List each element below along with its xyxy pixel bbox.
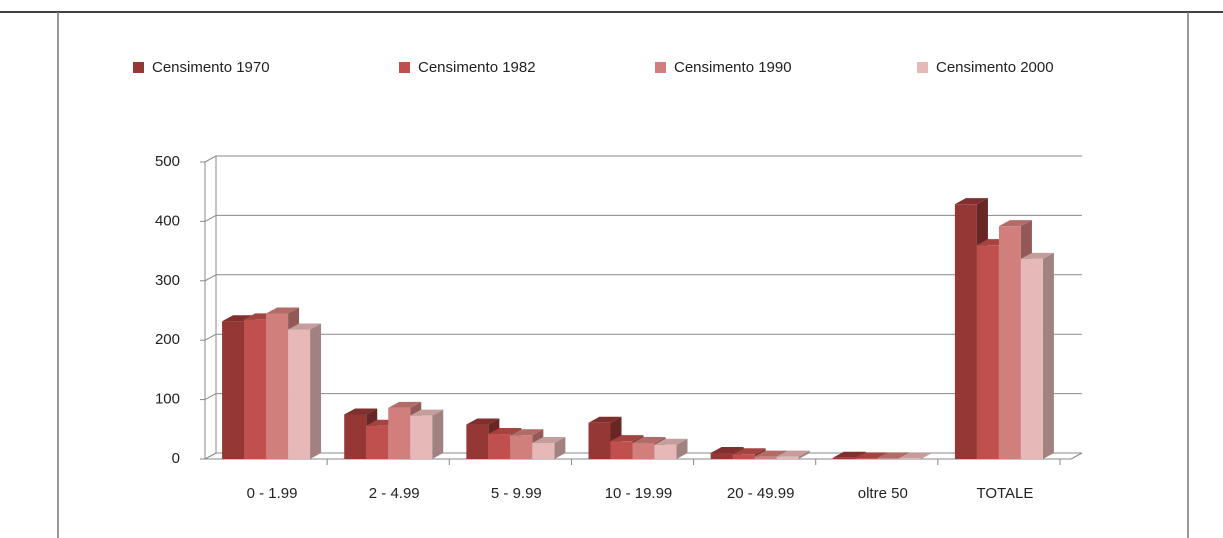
legend-label: Censimento 1982 bbox=[418, 59, 536, 76]
x-tick-label: 2 - 4.99 bbox=[369, 485, 420, 502]
floor-side bbox=[1070, 452, 1083, 460]
y-tick-label: 0 bbox=[172, 450, 180, 467]
bar bbox=[1020, 252, 1054, 459]
grid-line bbox=[204, 274, 217, 282]
bar bbox=[410, 409, 444, 459]
grid-line bbox=[204, 333, 217, 341]
y-tick-label: 500 bbox=[155, 153, 180, 170]
bar bbox=[776, 450, 810, 459]
x-tick-label: 0 - 1.99 bbox=[247, 485, 298, 502]
legend-label: Censimento 2000 bbox=[936, 59, 1054, 76]
legend-swatch bbox=[917, 62, 928, 73]
legend-swatch bbox=[133, 62, 144, 73]
x-tick-label: 20 - 49.99 bbox=[727, 485, 795, 502]
y-tick-label: 300 bbox=[155, 272, 180, 289]
bar bbox=[288, 323, 322, 459]
bar bbox=[532, 436, 566, 459]
grid-line bbox=[204, 214, 217, 222]
legend-swatch bbox=[655, 62, 666, 73]
legend-label: Censimento 1970 bbox=[152, 59, 270, 76]
legend-swatch bbox=[399, 62, 410, 73]
y-tick-label: 400 bbox=[155, 212, 180, 229]
grid-line bbox=[204, 452, 217, 460]
y-tick-label: 200 bbox=[155, 331, 180, 348]
x-tick-label: 5 - 9.99 bbox=[491, 485, 542, 502]
x-tick-label: TOTALE bbox=[976, 485, 1033, 502]
y-tick-label: 100 bbox=[155, 391, 180, 408]
x-tick-label: 10 - 19.99 bbox=[605, 485, 673, 502]
grid-line bbox=[204, 393, 217, 401]
grid-line bbox=[204, 155, 217, 163]
x-tick-label: oltre 50 bbox=[858, 485, 908, 502]
bar bbox=[898, 452, 932, 459]
legend-label: Censimento 1990 bbox=[674, 59, 792, 76]
bar bbox=[654, 438, 688, 459]
